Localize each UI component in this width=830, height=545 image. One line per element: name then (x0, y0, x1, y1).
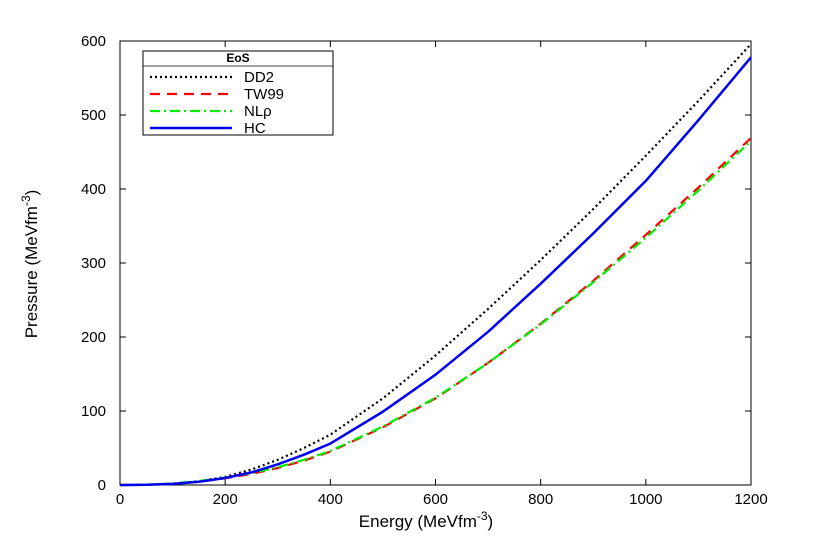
y-tick-label: 0 (98, 477, 106, 494)
y-tick-label: 600 (81, 33, 106, 50)
series-layer (119, 43, 752, 487)
x-tick-label: 800 (528, 491, 553, 508)
x-tick-label: 0 (116, 491, 124, 508)
y-tick-label: 500 (81, 107, 106, 124)
y-tick-label: 400 (81, 181, 106, 198)
x-tick-label: 1200 (734, 491, 767, 508)
y-tick-label: 100 (81, 403, 106, 420)
axis-ticks: 0 200 400 600 800 1000 1200 0 100 200 300 400 500 600 (81, 33, 768, 508)
series-line-nl- (119, 140, 752, 487)
y-tick-label: 300 (81, 255, 106, 272)
x-tick-label: 600 (423, 491, 448, 508)
x-axis-title: Energy (MeVfm-3) (359, 509, 493, 531)
y-axis-title: Pressure (MeVfm-3) (19, 190, 41, 339)
x-tick-label: 400 (318, 491, 343, 508)
legend-label: NLρ (244, 103, 272, 120)
series-line-hc (119, 56, 752, 487)
x-tick-label: 200 (213, 491, 238, 508)
series-line-tw99 (119, 137, 752, 487)
legend-label: DD2 (244, 69, 274, 86)
legend-label: HC (244, 120, 266, 137)
legend-title: EoS (226, 51, 249, 65)
x-tick-label: 1000 (629, 491, 662, 508)
y-tick-label: 200 (81, 329, 106, 346)
legend-label: TW99 (244, 86, 284, 103)
